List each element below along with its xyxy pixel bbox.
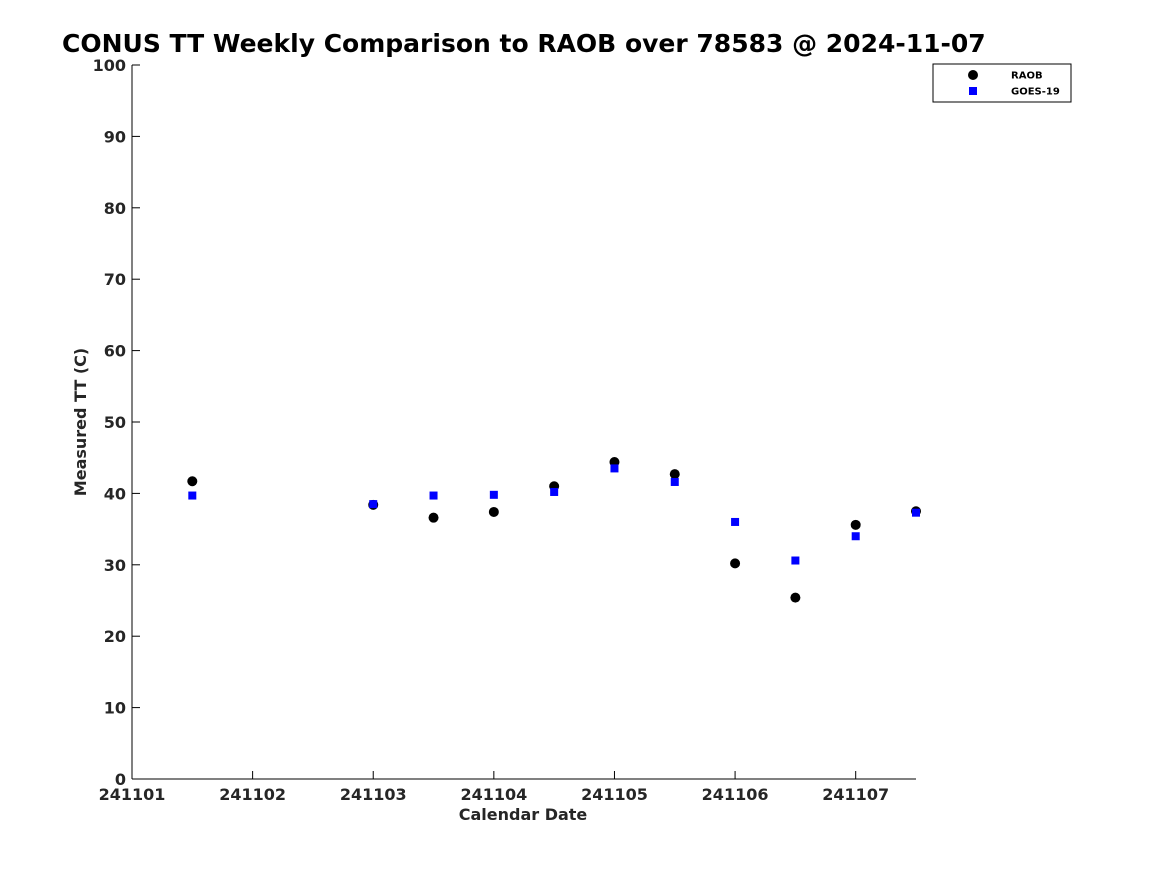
goes-19-point — [731, 517, 740, 526]
goes-19-point — [670, 477, 679, 486]
raob-point — [790, 592, 801, 603]
goes-19-point — [188, 491, 197, 500]
raob-point — [669, 469, 680, 480]
y-tick-label: 50 — [104, 413, 126, 432]
legend-marker — [968, 70, 978, 80]
legend-box — [932, 63, 1072, 103]
x-axis-label: Calendar Date — [459, 805, 588, 824]
y-axis-label: Measured TT (C) — [71, 348, 90, 496]
goes-19-point — [489, 490, 498, 499]
y-tick-label: 70 — [104, 270, 126, 289]
y-tick-label: 30 — [104, 556, 126, 575]
y-tick-label: 0 — [115, 770, 126, 789]
x-tick-label: 241105 — [581, 785, 648, 804]
y-tick-label: 10 — [104, 699, 126, 718]
raob-point — [488, 506, 499, 517]
raob-point — [850, 519, 861, 530]
legend-entries: RAOB GOES-19 — [968, 70, 1060, 98]
y-tick-label: 40 — [104, 484, 126, 503]
goes-19-point — [429, 491, 438, 500]
raob-point — [730, 558, 741, 569]
x-tick-label: 241102 — [219, 785, 286, 804]
raob-point — [187, 476, 198, 487]
data-points — [187, 456, 921, 603]
y-axis-ticks: 0 10 20 30 40 50 60 70 80 90 100 — [93, 56, 140, 789]
goes-19-point — [369, 500, 378, 509]
goes-19-point — [610, 464, 619, 473]
x-tick-label: 241106 — [702, 785, 769, 804]
goes-19-point — [851, 532, 860, 541]
goes-19-point — [550, 487, 559, 496]
chart-title: CONUS TT Weekly Comparison to RAOB over … — [62, 29, 986, 58]
y-tick-label: 90 — [104, 127, 126, 146]
legend-label: RAOB — [1011, 71, 1043, 82]
goes-19-point — [912, 508, 920, 517]
x-tick-label: 241101 — [99, 785, 166, 804]
y-tick-label: 100 — [93, 56, 126, 75]
x-axis-ticks: 241101 241102 241103 241104 241105 241106 2411… — [99, 771, 889, 804]
x-tick-label: 241104 — [460, 785, 527, 804]
y-tick-label: 80 — [104, 199, 126, 218]
x-tick-label: 241103 — [340, 785, 407, 804]
x-tick-label: 241107 — [822, 785, 889, 804]
y-tick-label: 20 — [104, 627, 126, 646]
legend-marker — [969, 87, 977, 95]
legend: RAOB GOES-19 — [932, 63, 1072, 103]
legend-label: GOES-19 — [1011, 87, 1060, 98]
raob-point — [428, 512, 439, 523]
goes-19-point — [791, 556, 800, 565]
y-tick-label: 60 — [104, 342, 126, 361]
